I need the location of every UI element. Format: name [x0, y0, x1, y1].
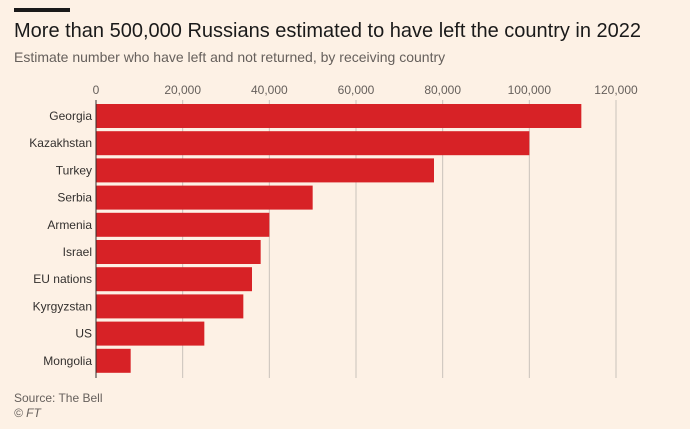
bar-georgia [96, 104, 582, 128]
chart-subtitle: Estimate number who have left and not re… [14, 49, 446, 65]
bar-serbia [96, 185, 313, 210]
category-label: Mongolia [43, 354, 92, 368]
category-label: Serbia [57, 191, 92, 205]
x-tick-label: 0 [93, 83, 100, 97]
category-label: Armenia [47, 218, 92, 232]
bar-turkey [96, 158, 434, 183]
x-tick-label: 120,000 [594, 83, 638, 97]
category-label: EU nations [33, 272, 92, 286]
category-label: Israel [63, 245, 92, 259]
brand-rule [14, 8, 70, 12]
category-label: Georgia [49, 109, 92, 123]
bar-israel [96, 240, 261, 264]
category-label: US [75, 327, 92, 341]
bar-us [96, 321, 205, 346]
bar-kazakhstan [96, 131, 530, 156]
x-tick-label: 80,000 [424, 83, 461, 97]
bar-kyrgyzstan [96, 294, 244, 319]
source-note: Source: The Bell [14, 391, 103, 405]
x-tick-label: 40,000 [251, 83, 288, 97]
category-label: Kazakhstan [29, 136, 92, 150]
bar-eu-nations [96, 267, 252, 292]
x-tick-label: 20,000 [164, 83, 201, 97]
chart-title: More than 500,000 Russians estimated to … [14, 20, 642, 42]
x-tick-label: 60,000 [338, 83, 375, 97]
bar-mongolia [96, 348, 131, 373]
bar-armenia [96, 212, 270, 237]
copyright-credit: © FT [14, 406, 41, 420]
category-label: Turkey [56, 163, 92, 177]
x-tick-label: 100,000 [508, 83, 552, 97]
category-label: Kyrgyzstan [33, 299, 92, 313]
